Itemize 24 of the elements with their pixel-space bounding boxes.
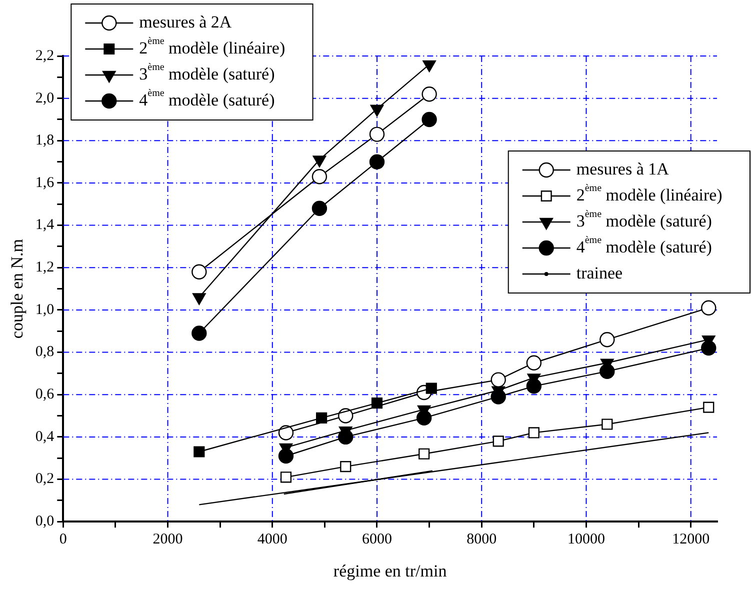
x-tick-label: 6000 xyxy=(362,532,392,548)
y-axis-title: couple en N.m xyxy=(8,238,27,339)
x-tick-label: 2000 xyxy=(152,532,183,548)
legend-label: mesures à 1A xyxy=(576,159,670,178)
x-axis-title: régime en tr/min xyxy=(333,561,448,580)
y-tick-label: 1,2 xyxy=(35,260,54,276)
legend-label: mesures à 2A xyxy=(139,12,232,32)
y-tick-label: 1,8 xyxy=(35,132,54,149)
y-tick-label: 1,6 xyxy=(35,174,55,191)
y-tick-label: 2,2 xyxy=(35,48,54,64)
y-tick-label: 0,6 xyxy=(35,386,55,403)
x-tick-label: 0 xyxy=(59,532,67,548)
x-tick-label: 12000 xyxy=(672,532,710,548)
y-tick-label: 0,0 xyxy=(35,514,54,530)
y-tick-label: 0,2 xyxy=(35,471,54,488)
x-tick-label: 4000 xyxy=(257,532,288,548)
x-tick-label: 8000 xyxy=(466,532,497,548)
y-tick-label: 1,0 xyxy=(35,302,54,318)
y-tick-label: 0,8 xyxy=(35,344,54,360)
y-tick-label: 0,4 xyxy=(35,428,55,445)
y-tick-label: 2,0 xyxy=(35,90,54,106)
x-tick-label: 10000 xyxy=(567,532,605,548)
legend-label: trainee xyxy=(576,263,623,282)
y-tick-label: 1,4 xyxy=(35,217,55,234)
